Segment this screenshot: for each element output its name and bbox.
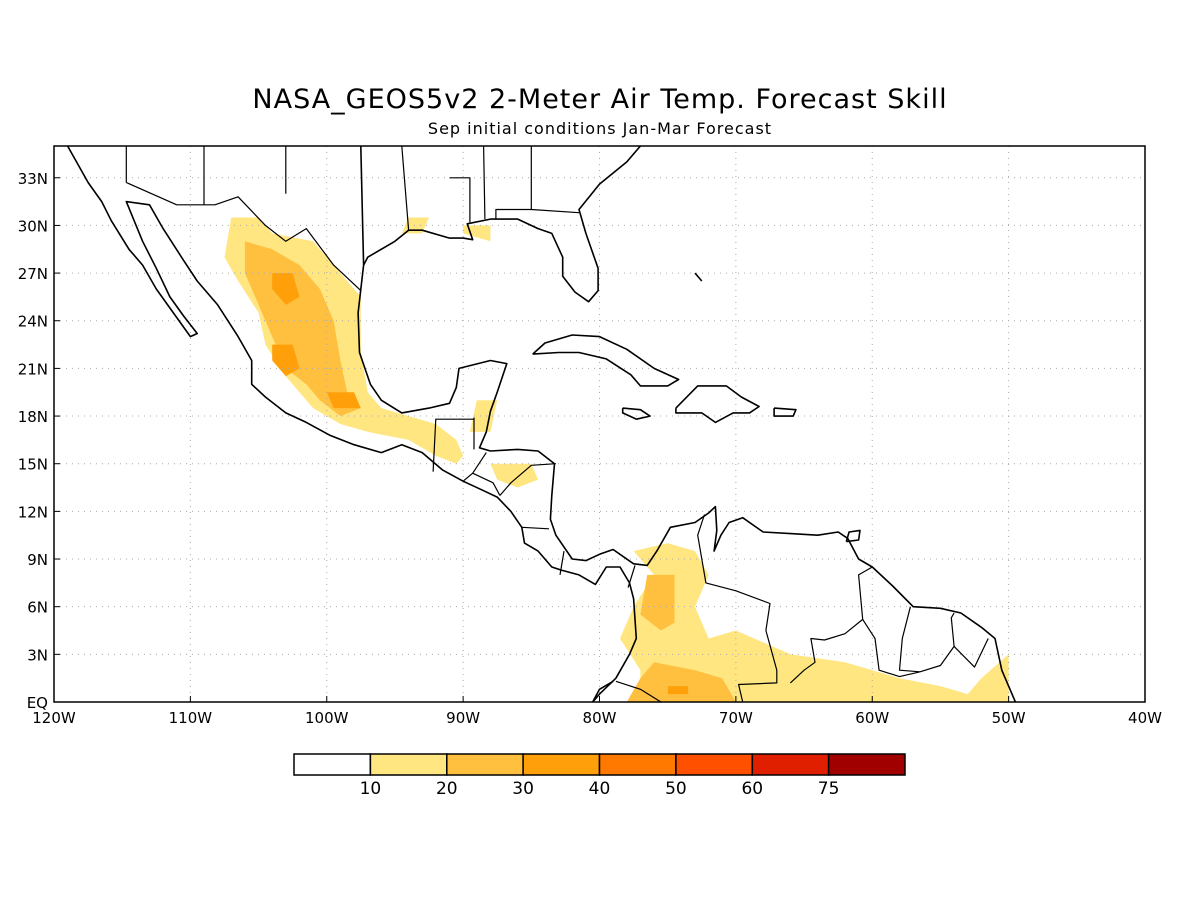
- border-7: [495, 146, 532, 220]
- skill-region-7: [469, 400, 498, 432]
- y-tick-label: 9N: [27, 551, 48, 569]
- x-tick-label: 120W: [32, 709, 76, 727]
- y-tick-label: 27N: [18, 265, 48, 283]
- y-tick-label: 18N: [18, 408, 48, 426]
- border-20: [898, 606, 955, 673]
- border-11: [462, 452, 487, 482]
- colorbar-swatch-2: [446, 753, 524, 776]
- border-17: [697, 514, 778, 702]
- colorbar-swatch-7: [827, 753, 906, 776]
- colorbar-label: 30: [512, 779, 534, 799]
- border-5: [449, 177, 471, 223]
- x-tick-label: 110W: [169, 709, 213, 727]
- border-22: [615, 680, 662, 702]
- coastline-8: [694, 272, 703, 282]
- colorbar-label: 50: [665, 779, 687, 799]
- colorbar-swatch-3: [522, 753, 601, 776]
- skill-region-3: [272, 344, 300, 377]
- skill-region-2: [272, 273, 300, 305]
- skill-region-4: [326, 392, 361, 409]
- map-frame: [53, 145, 1146, 703]
- axis-ticks: 120W 110W 100W 90W 80W 70W 60W 50W 40W EQ 3N 6N 9N 12…: [18, 170, 1162, 727]
- chart-title: NASA_GEOS5v2 2-Meter Air Temp. Forecast …: [252, 84, 948, 115]
- coastline-7: [773, 407, 797, 417]
- colorbar-label: 10: [360, 779, 382, 799]
- colorbar-label: 20: [436, 779, 458, 799]
- x-tick-label: 100W: [305, 709, 349, 727]
- border-4: [401, 146, 410, 231]
- x-tick-label: 40W: [1128, 709, 1162, 727]
- border-0: [126, 181, 362, 292]
- skill-region-12: [667, 686, 689, 695]
- colorbar-swatch-0: [293, 753, 372, 776]
- border-9: [432, 418, 474, 472]
- y-tick-label: EQ: [27, 694, 48, 712]
- y-tick-label: 33N: [18, 170, 48, 188]
- x-tick-label: 60W: [855, 709, 889, 727]
- x-tick-label: 70W: [719, 709, 753, 727]
- skill-region-8: [490, 463, 539, 488]
- coastline-9: [845, 529, 861, 543]
- skill-region-10: [640, 574, 675, 631]
- colorbar-label: 60: [741, 779, 763, 799]
- coastline-2: [357, 146, 1017, 702]
- x-tick-label: 90W: [446, 709, 480, 727]
- border-21: [953, 638, 989, 668]
- y-tick-label: 6N: [27, 599, 48, 617]
- y-tick-label: 12N: [18, 503, 48, 521]
- coastline-1: [591, 680, 614, 702]
- border-14: [521, 526, 550, 530]
- colorbar-swatch-1: [369, 753, 448, 776]
- x-tick-label: 50W: [992, 709, 1026, 727]
- border-16: [627, 565, 636, 588]
- border-18: [789, 566, 873, 684]
- colorbar-label: 40: [589, 779, 611, 799]
- colorbar-swatch-5: [675, 753, 754, 776]
- coastline-4: [532, 334, 680, 387]
- y-tick-label: 30N: [18, 217, 48, 235]
- coastline-3: [362, 146, 642, 303]
- chart-subtitle: Sep initial conditions Jan-Mar Forecast: [427, 119, 773, 138]
- skill-shading-layer: [224, 217, 1009, 702]
- skill-region-9: [620, 543, 1009, 702]
- y-tick-label: 21N: [18, 360, 48, 378]
- colorbar-legend: 10 20 30 40 50 60 75: [293, 753, 906, 799]
- coastlines: [66, 146, 1017, 702]
- x-tick-label: 80W: [583, 709, 617, 727]
- coastline-6: [675, 385, 760, 424]
- border-15: [559, 551, 565, 575]
- colorbar-swatch-6: [751, 753, 830, 776]
- colorbar-swatch-4: [598, 753, 677, 776]
- coastline-0: [66, 146, 638, 702]
- political-borders: [125, 146, 989, 702]
- colorbar-label: 75: [818, 779, 840, 799]
- border-12: [472, 472, 501, 496]
- border-19: [862, 619, 921, 678]
- border-6: [483, 146, 486, 220]
- y-tick-label: 24N: [18, 313, 48, 331]
- coastline-5: [621, 407, 651, 421]
- y-tick-label: 3N: [27, 646, 48, 664]
- border-8: [531, 208, 580, 214]
- y-tick-label: 15N: [18, 456, 48, 474]
- skill-region-11: [626, 662, 736, 702]
- border-13: [499, 463, 556, 496]
- grid-lines: [54, 146, 1145, 702]
